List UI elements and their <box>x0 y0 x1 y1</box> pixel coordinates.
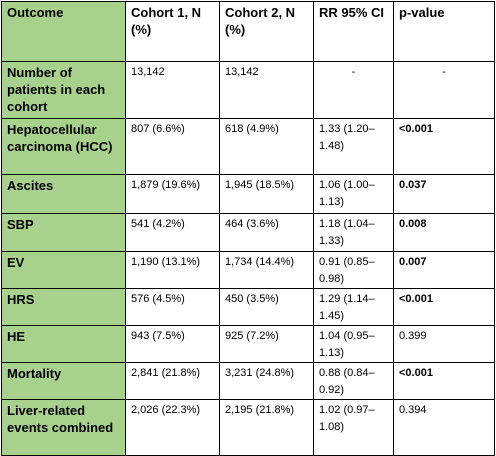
cohort-1-value: 1,879 (19.6%) <box>125 174 220 214</box>
cohort-1-value: 943 (7.5%) <box>125 325 220 363</box>
p-value: 0.399 <box>393 325 495 363</box>
rr-ci-value: 0.88 (0.84–0.92) <box>313 362 394 400</box>
row-outcome-label: Number of patients in each cohort <box>1 61 126 119</box>
cohort-2-value: 1,734 (14.4%) <box>219 251 314 289</box>
table-row: HE 943 (7.5%) 925 (7.2%) 1.04 (0.95–1.13… <box>1 325 495 363</box>
p-value: <0.001 <box>393 288 495 326</box>
cohort-2-value: 1,945 (18.5%) <box>219 174 314 214</box>
row-outcome-label: HE <box>1 325 126 363</box>
p-value: 0.007 <box>393 251 495 289</box>
cohort-1-value: 576 (4.5%) <box>125 288 220 326</box>
header-rr-ci: RR 95% CI <box>313 1 394 62</box>
table-row: Number of patients in each cohort 13,142… <box>1 61 495 119</box>
cohort-1-value: 541 (4.2%) <box>125 213 220 252</box>
table-row: SBP 541 (4.2%) 464 (3.6%) 1.18 (1.04–1.3… <box>1 213 495 252</box>
cohort-1-value: 13,142 <box>125 61 220 119</box>
cohort-1-value: 2,841 (21.8%) <box>125 362 220 400</box>
p-value: <0.001 <box>393 362 495 400</box>
rr-ci-value: 1.29 (1.14–1.45) <box>313 288 394 326</box>
cohort-2-value: 450 (3.5%) <box>219 288 314 326</box>
cohort-1-value: 807 (6.6%) <box>125 118 220 175</box>
row-outcome-label: SBP <box>1 213 126 252</box>
table-row: HRS 576 (4.5%) 450 (3.5%) 1.29 (1.14–1.4… <box>1 288 495 326</box>
rr-ci-value: 1.33 (1.20–1.48) <box>313 118 394 175</box>
rr-ci-value: 0.91 (0.85–0.98) <box>313 251 394 289</box>
cohort-2-value: 2,195 (21.8%) <box>219 399 314 456</box>
cohort-1-value: 1,190 (13.1%) <box>125 251 220 289</box>
row-outcome-label: HRS <box>1 288 126 326</box>
rr-ci-value: - <box>313 61 394 119</box>
cohort-2-value: 13,142 <box>219 61 314 119</box>
row-outcome-label: Ascites <box>1 174 126 214</box>
cohort-2-value: 925 (7.2%) <box>219 325 314 363</box>
header-p-value: p-value <box>393 1 495 62</box>
p-value: - <box>393 61 495 119</box>
header-cohort-1: Cohort 1, N (%) <box>125 1 220 62</box>
p-value: 0.008 <box>393 213 495 252</box>
cohort-2-value: 464 (3.6%) <box>219 213 314 252</box>
row-outcome-label: Liver-related events combined <box>1 399 126 456</box>
rr-ci-value: 1.18 (1.04–1.33) <box>313 213 394 252</box>
cohort-2-value: 3,231 (24.8%) <box>219 362 314 400</box>
p-value: 0.394 <box>393 399 495 456</box>
p-value: <0.001 <box>393 118 495 175</box>
table-row: Ascites 1,879 (19.6%) 1,945 (18.5%) 1.06… <box>1 174 495 214</box>
rr-ci-value: 1.06 (1.00–1.13) <box>313 174 394 214</box>
table-row: Mortality 2,841 (21.8%) 3,231 (24.8%) 0.… <box>1 362 495 400</box>
header-outcome: Outcome <box>1 1 126 62</box>
row-outcome-label: Hepatocellular carcinoma (HCC) <box>1 118 126 175</box>
cohort-2-value: 618 (4.9%) <box>219 118 314 175</box>
table-row: Hepatocellular carcinoma (HCC) 807 (6.6%… <box>1 118 495 175</box>
table-row: EV 1,190 (13.1%) 1,734 (14.4%) 0.91 (0.8… <box>1 251 495 289</box>
cohort-1-value: 2,026 (22.3%) <box>125 399 220 456</box>
row-outcome-label: EV <box>1 251 126 289</box>
rr-ci-value: 1.02 (0.97–1.08) <box>313 399 394 456</box>
p-value: 0.037 <box>393 174 495 214</box>
header-cohort-2: Cohort 2, N (%) <box>219 1 314 62</box>
header-row: Outcome Cohort 1, N (%) Cohort 2, N (%) … <box>1 1 495 62</box>
rr-ci-value: 1.04 (0.95–1.13) <box>313 325 394 363</box>
row-outcome-label: Mortality <box>1 362 126 400</box>
table-row: Liver-related events combined 2,026 (22.… <box>1 399 495 456</box>
